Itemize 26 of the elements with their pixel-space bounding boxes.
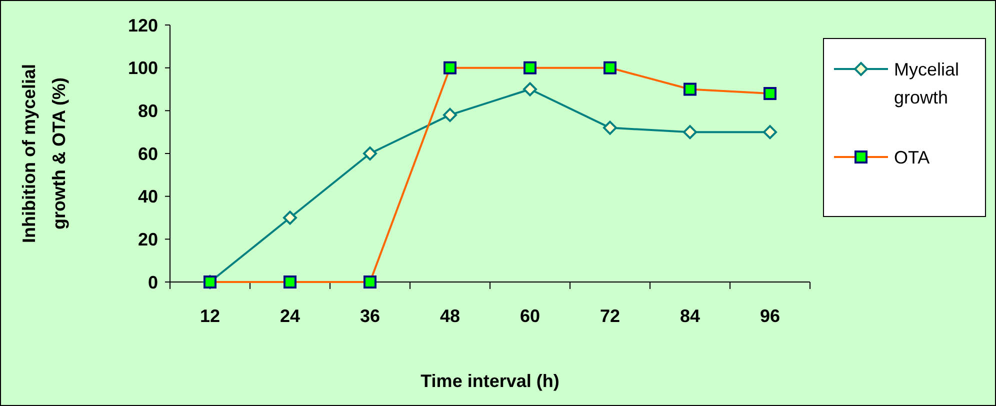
y-axis-title: Inhibition of mycelial growth & OTA (%) [19, 64, 69, 244]
x-axis-title: Time interval (h) [420, 371, 560, 391]
x-tick-label: 84 [680, 306, 700, 326]
point [603, 120, 617, 135]
x-tick-label: 72 [600, 306, 620, 326]
x-tick-label: 60 [520, 306, 540, 326]
y-tick-label: 80 [138, 100, 158, 121]
x-tick-label: 12 [200, 306, 220, 326]
point [363, 146, 377, 160]
y-tick-label: 0 [148, 272, 158, 292]
legend-label: OTA [894, 147, 930, 168]
point [683, 125, 697, 140]
point [523, 82, 537, 96]
x-tick-label: 24 [280, 306, 300, 326]
x-tick-label: 96 [760, 306, 780, 326]
point [283, 210, 297, 225]
y-tick-label: 40 [138, 186, 158, 207]
y-tick-label: 100 [128, 58, 158, 78]
x-tick-label: 48 [440, 306, 460, 326]
y-tick-label: 120 [128, 15, 158, 36]
point [443, 108, 457, 122]
y-tick-label: 60 [138, 144, 158, 164]
point [763, 125, 777, 140]
y-tick-label: 20 [138, 229, 158, 250]
x-tick-label: 36 [360, 306, 380, 326]
legend-label: Mycelial growth [894, 59, 960, 108]
